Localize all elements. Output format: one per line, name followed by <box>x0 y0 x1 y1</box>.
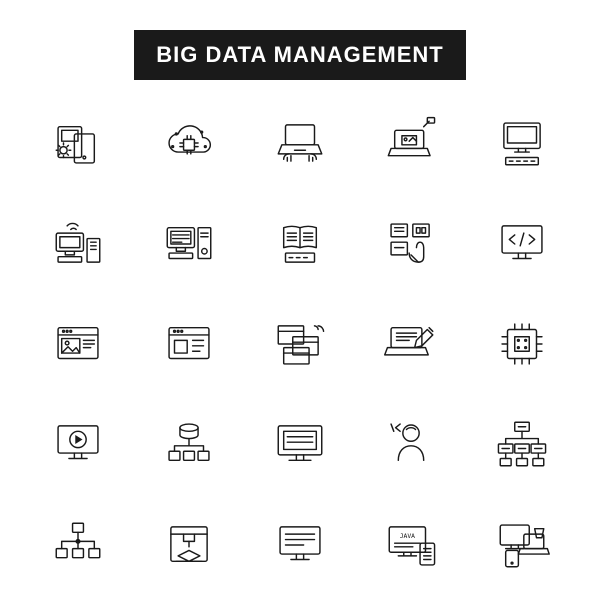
monitor-code-icon <box>485 208 560 278</box>
processor-chip-icon <box>485 309 560 379</box>
server-cluster-icon <box>485 409 560 479</box>
laptop-usb-icon <box>374 108 449 178</box>
cloud-chip-icon <box>151 108 226 178</box>
pc-tower-icon <box>151 208 226 278</box>
image-window-icon <box>40 309 115 379</box>
developer-person-icon <box>374 409 449 479</box>
database-tree-icon <box>151 409 226 479</box>
svg-text:JAVA: JAVA <box>400 533 415 540</box>
devices-gear-icon <box>40 108 115 178</box>
workstation-wifi-icon <box>40 208 115 278</box>
printer-3d-icon <box>151 510 226 580</box>
app-window-icon <box>151 309 226 379</box>
desktop-keyboard-icon <box>485 108 560 178</box>
page-title: BIG DATA MANAGEMENT <box>134 30 465 80</box>
touchscreen-ui-icon <box>374 208 449 278</box>
monitor-text-icon <box>262 510 337 580</box>
network-nodes-icon <box>40 510 115 580</box>
video-monitor-icon <box>40 409 115 479</box>
icon-grid: JAVA <box>40 108 560 580</box>
ebook-keyboard-icon <box>262 208 337 278</box>
laptop-hands-icon <box>262 108 337 178</box>
devices-stack-icon <box>485 510 560 580</box>
multi-window-icon <box>262 309 337 379</box>
java-monitor-icon: JAVA <box>374 510 449 580</box>
monitor-panel-icon <box>262 409 337 479</box>
laptop-pen-icon <box>374 309 449 379</box>
